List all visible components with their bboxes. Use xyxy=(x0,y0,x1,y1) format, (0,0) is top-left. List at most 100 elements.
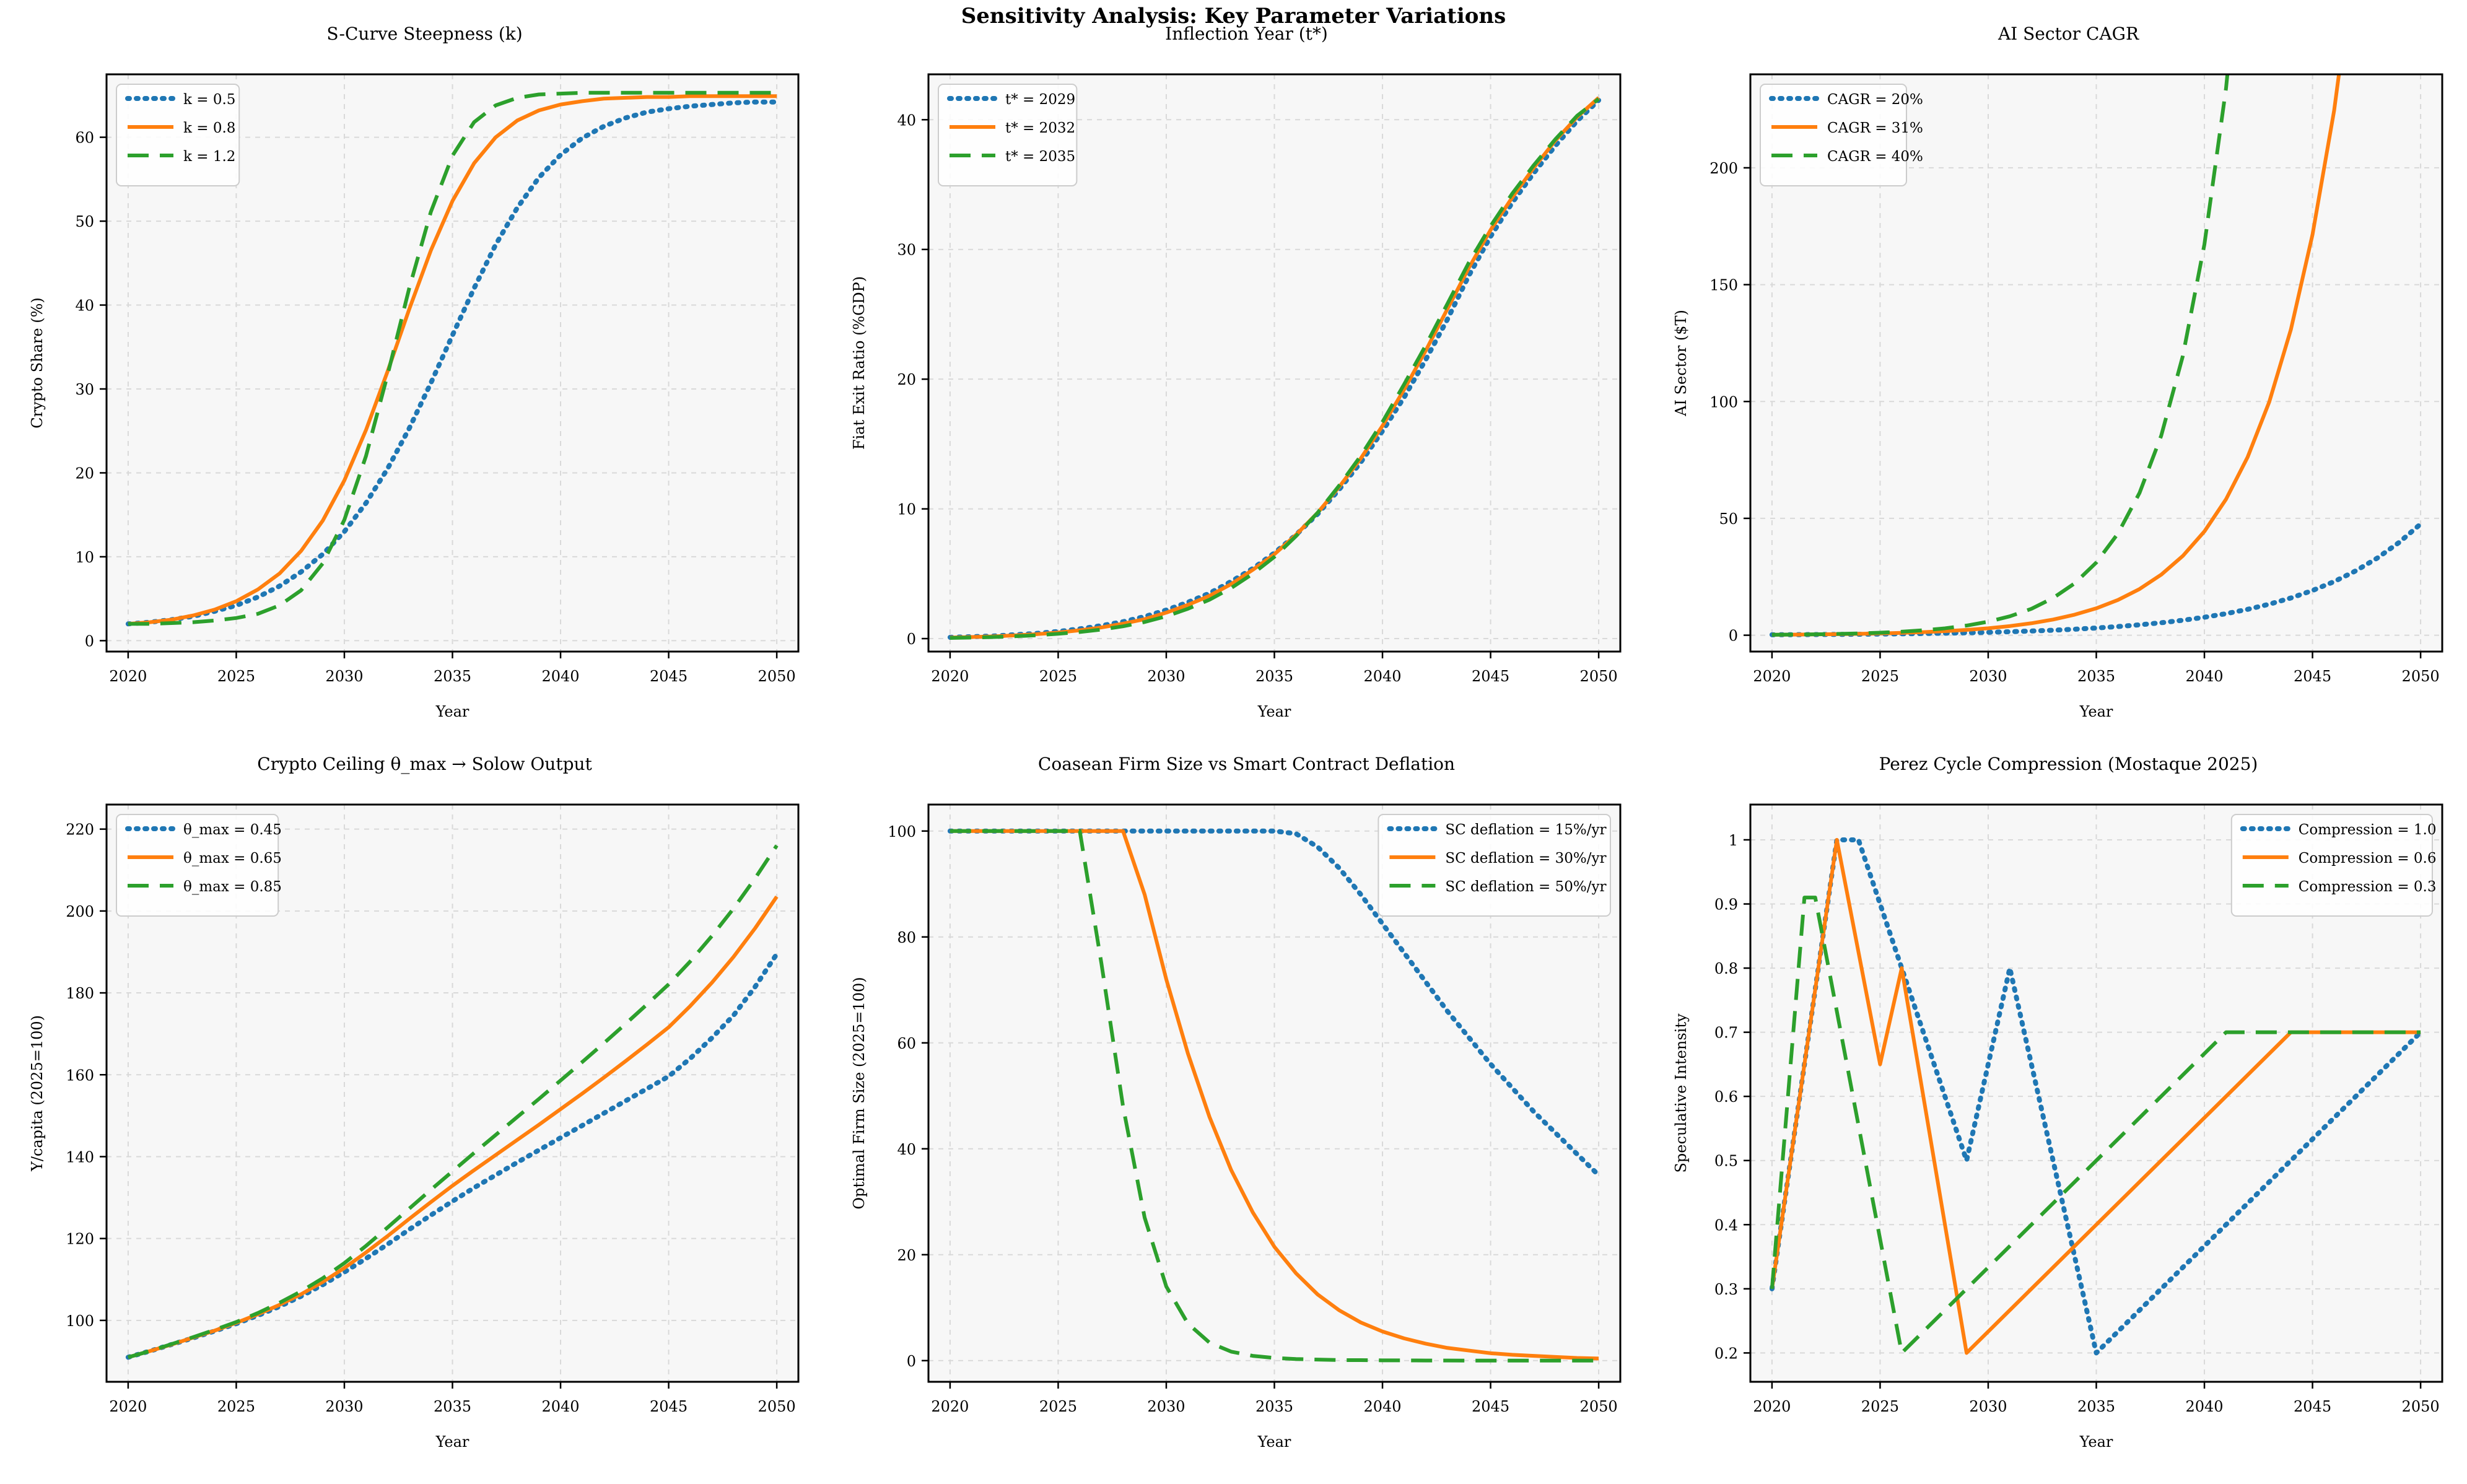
x-tick-label: 2020 xyxy=(109,1398,147,1415)
y-tick-label: 80 xyxy=(897,929,916,946)
chart-svg-6: 2020 2025 2030 2035 2040 2045 2050 0.2 0.3 0.4 0.5… xyxy=(1672,803,2443,1451)
chart-title-4: Crypto Ceiling θ_max → Solow Output xyxy=(257,754,592,774)
chart-svg-5: 2020 2025 2030 2035 2040 2045 2050020406080100… xyxy=(850,803,1622,1451)
chart-legend: θ_max = 0.45 θ_max = 0.65 θ_max = 0.85 xyxy=(116,814,282,917)
y-tick-label: 0.5 xyxy=(1714,1153,1738,1170)
legend-background xyxy=(1378,814,1612,917)
x-tick-label: 2050 xyxy=(1580,1398,1618,1415)
legend-label-1: θ_max = 0.45 xyxy=(183,822,282,838)
legend-label-3: θ_max = 0.85 xyxy=(183,879,282,895)
x-tick-label: 2030 xyxy=(1147,1398,1185,1415)
series-line-3 xyxy=(950,97,1600,640)
x-tick-label: 2050 xyxy=(1580,668,1618,685)
y-tick-label: 100 xyxy=(1709,393,1738,411)
chart-panel-3: AI Sector CAGR 2020 2025 2030 2035 2040 2045 20… xyxy=(1657,24,2467,754)
chart-legend: t* = 2029 t* = 2032 t* = 2035 xyxy=(938,84,1078,186)
x-tick-label: 2025 xyxy=(1039,668,1077,685)
y-tick-label: 10 xyxy=(897,501,916,518)
x-tick-label: 2030 xyxy=(325,1398,363,1415)
legend-label-2: Compression = 0.6 xyxy=(2299,850,2437,866)
y-tick-label: 160 xyxy=(66,1067,94,1084)
legend-background xyxy=(116,84,240,186)
y-axis-label: Optimal Firm Size (2025=100) xyxy=(850,977,868,1209)
y-tick-label: 0.4 xyxy=(1714,1216,1738,1234)
series-line-2 xyxy=(128,94,777,626)
legend-label-1: t* = 2029 xyxy=(1005,92,1075,108)
x-tick-label: 2045 xyxy=(650,1398,688,1415)
y-tick-label: 50 xyxy=(75,213,94,230)
legend-label-2: k = 0.8 xyxy=(183,120,235,136)
legend-label-1: Compression = 1.0 xyxy=(2299,822,2437,838)
y-tick-label: 150 xyxy=(1709,277,1738,294)
chart-legend: Compression = 1.0 Compression = 0.6 Compre… xyxy=(2230,814,2437,917)
y-axis-label: Speculative Intensity xyxy=(1672,1013,1690,1172)
x-tick-label: 2035 xyxy=(434,668,471,685)
y-axis-label: Crypto Share (%) xyxy=(28,297,46,429)
y-tick-label: 180 xyxy=(66,985,94,1002)
x-tick-label: 2030 xyxy=(325,668,363,685)
y-tick-label: 0.6 xyxy=(1714,1088,1738,1106)
x-tick-label: 2025 xyxy=(1861,668,1899,685)
x-tick-label: 2040 xyxy=(541,668,579,685)
y-tick-label: 60 xyxy=(75,129,94,147)
x-axis-label: Year xyxy=(1257,703,1291,720)
x-tick-label: 2035 xyxy=(1255,1398,1293,1415)
series-line-3 xyxy=(1771,74,2230,637)
chart-panel-2: Inflection Year (t*) 2020 2025 2030 2035 2040… xyxy=(836,24,1657,754)
chart-panel-4: Crypto Ceiling θ_max → Solow Output 2020 2… xyxy=(14,754,836,1484)
y-tick-label: 0.7 xyxy=(1714,1024,1738,1042)
y-axis-label: Fiat Exit Ratio (%GDP) xyxy=(850,276,868,450)
y-tick-label: 0.2 xyxy=(1714,1345,1738,1362)
x-tick-label: 2025 xyxy=(1039,1398,1077,1415)
x-tick-label: 2020 xyxy=(931,668,969,685)
y-tick-label: 1 xyxy=(1729,832,1738,849)
chart-svg-1: 2020 2025 2030 2035 2040 2045 2050010203040506… xyxy=(28,73,800,720)
legend-label-2: SC deflation = 30%/yr xyxy=(1445,850,1606,866)
x-tick-label: 2035 xyxy=(2077,668,2115,685)
legend-background xyxy=(2230,814,2433,917)
x-tick-label: 2020 xyxy=(1753,668,1791,685)
y-tick-label: 140 xyxy=(66,1148,94,1166)
y-tick-label: 10 xyxy=(75,549,94,566)
y-tick-label: 200 xyxy=(1709,160,1738,177)
x-tick-label: 2050 xyxy=(758,1398,796,1415)
x-tick-label: 2020 xyxy=(1753,1398,1791,1415)
legend-label-1: k = 0.5 xyxy=(183,92,235,108)
chart-svg-4: 2020 2025 2030 2035 2040 2045 2050 100 120 140 160… xyxy=(28,803,800,1451)
chart-panel-6: Perez Cycle Compression (Mostaque 2025) 2… xyxy=(1657,754,2467,1484)
x-tick-label: 2040 xyxy=(2185,1398,2223,1415)
x-tick-label: 2040 xyxy=(1363,1398,1401,1415)
chart-title-1: S-Curve Steepness (k) xyxy=(326,24,523,44)
x-tick-label: 2035 xyxy=(2077,1398,2115,1415)
x-tick-label: 2025 xyxy=(217,668,255,685)
legend-label-2: θ_max = 0.65 xyxy=(183,850,282,866)
y-tick-label: 100 xyxy=(66,1312,94,1330)
chart-title-3: AI Sector CAGR xyxy=(1998,24,2139,44)
chart-svg-3: 2020 2025 2030 2035 2040 2045 2050 0 50 100 150 200… xyxy=(1672,73,2443,720)
legend-background xyxy=(116,814,279,917)
legend-label-3: SC deflation = 50%/yr xyxy=(1445,879,1606,895)
x-tick-label: 2030 xyxy=(1147,668,1185,685)
y-tick-label: 0 xyxy=(907,1353,916,1370)
y-tick-label: 0.9 xyxy=(1714,896,1738,914)
series-line-3 xyxy=(1770,896,2421,1355)
legend-label-3: Compression = 0.3 xyxy=(2299,879,2437,895)
x-axis-label: Year xyxy=(2079,703,2113,720)
x-tick-label: 2045 xyxy=(650,668,688,685)
x-tick-label: 2030 xyxy=(1969,1398,2007,1415)
chart-legend: CAGR = 20% CAGR = 31% CAGR = 40% xyxy=(1760,84,1923,186)
x-tick-label: 2045 xyxy=(1472,1398,1509,1415)
x-tick-label: 2035 xyxy=(434,1398,471,1415)
x-axis-label: Year xyxy=(435,703,469,720)
x-axis-label: Year xyxy=(435,1433,469,1451)
x-axis-label: Year xyxy=(2079,1433,2113,1451)
chart-panel-1: S-Curve Steepness (k) 2020 2025 2030 2035 204… xyxy=(14,24,836,754)
legend-label-1: SC deflation = 15%/yr xyxy=(1445,822,1606,838)
y-tick-label: 40 xyxy=(75,297,94,315)
y-axis-label: AI Sector ($T) xyxy=(1672,310,1690,417)
x-tick-label: 2045 xyxy=(1472,668,1509,685)
y-tick-label: 20 xyxy=(897,371,916,388)
series-line-3 xyxy=(128,90,777,626)
chart-title-6: Perez Cycle Compression (Mostaque 2025) xyxy=(1879,754,2258,774)
series-line-1 xyxy=(125,99,780,627)
